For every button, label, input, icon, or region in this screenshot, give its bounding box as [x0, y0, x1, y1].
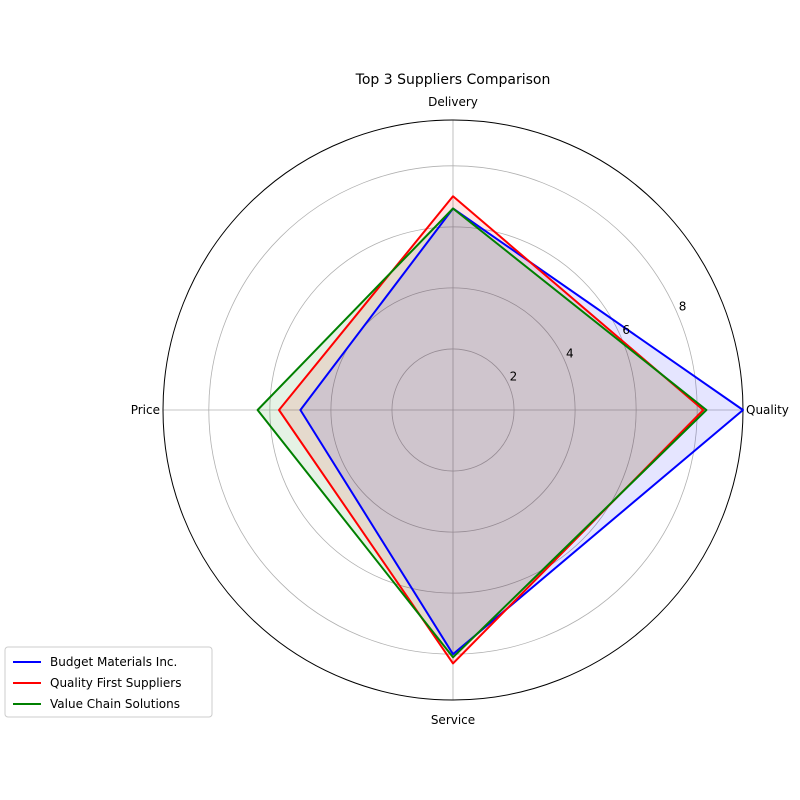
category-label-price: Price — [131, 403, 160, 417]
legend-label-0: Budget Materials Inc. — [50, 655, 177, 669]
r-tick-label: 2 — [510, 370, 518, 384]
category-label-service: Service — [431, 713, 475, 727]
legend-box — [4, 646, 213, 718]
radar-series — [256, 195, 744, 665]
legend-label-2: Value Chain Solutions — [50, 697, 180, 711]
series-fill-2 — [257, 208, 707, 658]
legend: Budget Materials Inc. Quality First Suppl… — [4, 646, 213, 718]
series-fill-0 — [300, 208, 743, 655]
category-label-quality: Quality — [746, 403, 789, 417]
category-label-delivery: Delivery — [428, 95, 478, 109]
r-tick-label: 4 — [566, 346, 574, 360]
radar-labels: 2 4 6 8 Quality Delivery Price Service — [131, 95, 789, 727]
chart-title: Top 3 Suppliers Comparison — [355, 72, 551, 88]
r-tick-label: 6 — [622, 323, 630, 337]
r-tick-label: 8 — [679, 300, 687, 314]
legend-label-1: Quality First Suppliers — [50, 676, 181, 690]
